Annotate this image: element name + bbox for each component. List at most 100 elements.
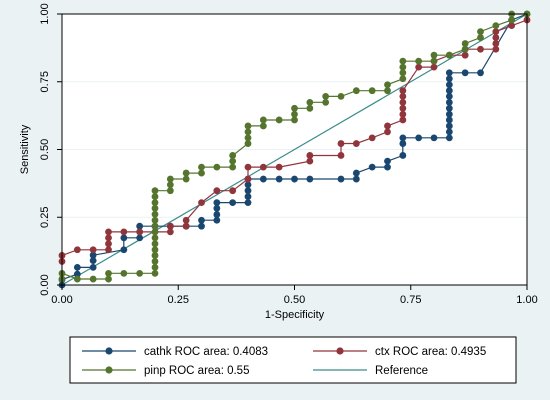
- data-point-pinp: [306, 104, 314, 112]
- data-point-pinp: [399, 63, 407, 71]
- data-point-ctx: [399, 104, 407, 112]
- data-point-pinp: [445, 51, 453, 59]
- data-point-pinp: [182, 169, 190, 177]
- data-point-cathk: [445, 81, 453, 89]
- data-point-ctx: [105, 234, 112, 242]
- y-tick-label: 0.50: [39, 139, 51, 160]
- data-point-ctx: [337, 140, 345, 147]
- data-point-ctx: [244, 163, 252, 171]
- legend-item-pinp: pinp ROC area: 0.55: [82, 365, 249, 377]
- data-point-pinp: [384, 81, 391, 89]
- x-tick-label: 1.00: [516, 294, 537, 306]
- data-point-pinp: [244, 122, 252, 130]
- data-point-cathk: [213, 211, 221, 218]
- data-point-pinp: [337, 92, 345, 100]
- data-point-cathk: [445, 134, 453, 142]
- data-point-ctx: [306, 157, 314, 165]
- y-tick-label: 0.25: [39, 207, 51, 228]
- axes: 0.00 0.25 0.50 0.75 1.00 0.00 0.25 0.50 0.75 1.00: [39, 3, 538, 306]
- data-point-pinp: [89, 275, 97, 283]
- data-point-pinp: [151, 228, 159, 236]
- data-point-cathk: [120, 246, 128, 254]
- data-point-pinp: [73, 275, 81, 283]
- data-point-cathk: [445, 98, 453, 106]
- data-point-ctx: [182, 216, 190, 224]
- data-point-cathk: [445, 128, 453, 136]
- data-point-cathk: [384, 157, 391, 165]
- data-point-ctx: [105, 240, 112, 248]
- data-point-ctx: [120, 228, 128, 236]
- data-point-pinp: [430, 57, 438, 65]
- data-point-cathk: [368, 163, 376, 171]
- data-point-pinp: [229, 157, 237, 165]
- data-point-pinp: [291, 116, 298, 124]
- data-point-cathk: [244, 193, 252, 201]
- data-point-cathk: [120, 234, 128, 242]
- data-point-cathk: [213, 199, 221, 207]
- data-point-pinp: [151, 204, 159, 212]
- data-point-cathk: [445, 69, 453, 77]
- data-point-cathk: [384, 163, 391, 171]
- data-point-cathk: [198, 216, 205, 224]
- data-point-cathk: [352, 175, 360, 183]
- y-tick-label: 0.00: [39, 274, 51, 295]
- data-point-pinp: [461, 40, 469, 47]
- data-point-pinp: [384, 87, 391, 95]
- data-point-ctx: [105, 228, 112, 236]
- data-point-cathk: [337, 175, 345, 183]
- data-point-ctx: [166, 228, 174, 236]
- data-point-ctx: [492, 34, 500, 41]
- data-point-ctx: [166, 222, 174, 230]
- data-point-ctx: [384, 128, 391, 136]
- data-point-cathk: [306, 175, 314, 183]
- data-point-ctx: [136, 228, 144, 236]
- data-point-ctx: [368, 134, 376, 142]
- data-point-ctx: [399, 92, 407, 100]
- data-point-ctx: [229, 187, 237, 195]
- data-point-pinp: [213, 163, 221, 171]
- data-point-cathk: [445, 92, 453, 100]
- data-point-pinp: [461, 45, 469, 53]
- data-point-pinp: [198, 163, 205, 171]
- data-point-ctx: [399, 116, 407, 124]
- legend: cathk ROC area: 0.4083 ctx ROC area: 0.49…: [69, 336, 517, 384]
- data-point-cathk: [399, 152, 407, 159]
- data-point-pinp: [105, 275, 112, 283]
- data-point-cathk: [229, 199, 237, 207]
- data-point-ctx: [89, 246, 97, 254]
- data-point-ctx: [198, 199, 205, 207]
- legend-swatch-marker: [105, 366, 113, 374]
- data-point-cathk: [352, 169, 360, 177]
- data-point-pinp: [182, 175, 190, 183]
- data-point-cathk: [136, 222, 144, 230]
- data-point-cathk: [445, 122, 453, 130]
- data-point-ctx: [213, 187, 221, 195]
- data-point-pinp: [244, 140, 252, 147]
- legend-label: pinp ROC area: 0.55: [144, 365, 249, 377]
- data-point-cathk: [259, 175, 267, 183]
- data-point-pinp: [151, 199, 159, 207]
- data-point-ctx: [399, 87, 407, 95]
- data-point-ctx: [182, 222, 190, 230]
- data-point-ctx: [492, 40, 500, 47]
- data-point-cathk: [73, 263, 81, 271]
- series-pinp: [58, 10, 531, 283]
- data-point-ctx: [105, 246, 112, 254]
- data-point-ctx: [492, 28, 500, 36]
- data-point-pinp: [229, 163, 237, 171]
- data-point-pinp: [151, 216, 159, 224]
- data-point-pinp: [151, 222, 159, 230]
- data-point-pinp: [259, 122, 267, 130]
- y-tick-label: 1.00: [39, 3, 51, 24]
- data-point-pinp: [399, 69, 407, 77]
- data-point-pinp: [151, 210, 159, 218]
- data-point-cathk: [445, 110, 453, 118]
- data-point-cathk: [89, 257, 97, 265]
- data-point-pinp: [477, 34, 484, 41]
- data-point-pinp: [244, 134, 252, 142]
- data-point-cathk: [198, 222, 205, 230]
- data-point-ctx: [384, 122, 391, 130]
- data-point-pinp: [291, 110, 298, 118]
- legend-label: Reference: [375, 365, 428, 377]
